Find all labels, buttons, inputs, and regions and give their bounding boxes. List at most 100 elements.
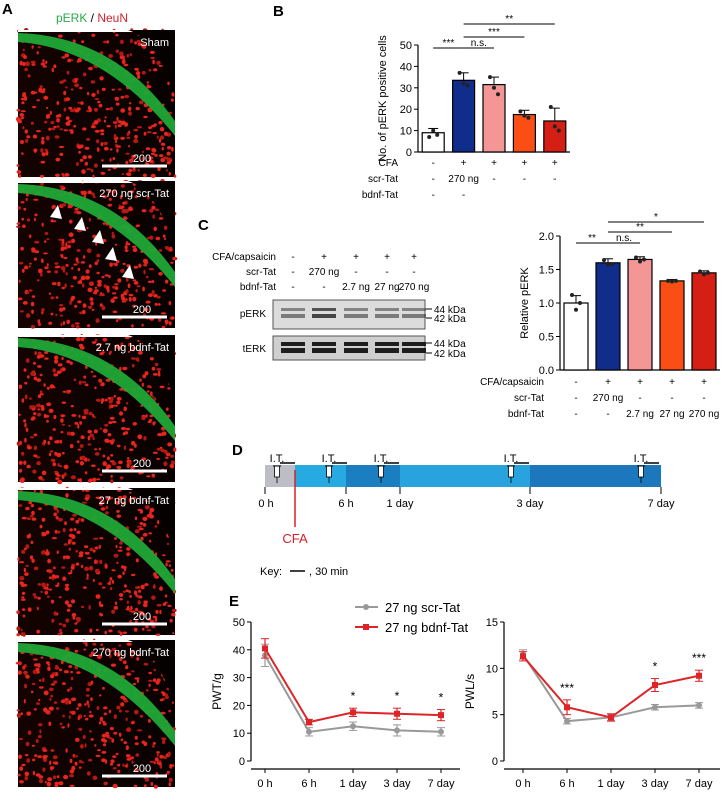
y-axis-label: PWL/s bbox=[463, 674, 477, 709]
data-point bbox=[394, 710, 400, 717]
y-tick-label: 20 bbox=[233, 700, 245, 712]
y-tick-label: 15 bbox=[486, 617, 498, 629]
neun-stain-label: NeuN bbox=[97, 11, 128, 25]
arrowhead-marker bbox=[74, 217, 86, 231]
data-point bbox=[438, 712, 444, 719]
blot-condition-cell: - bbox=[291, 282, 294, 293]
terk-band-44kda bbox=[281, 342, 305, 346]
bar bbox=[563, 302, 589, 371]
micrograph-2: 270 ng scr-Tat 200 bbox=[16, 178, 178, 329]
x-tick-label: 7 day bbox=[686, 778, 713, 790]
significance-label: n.s. bbox=[471, 38, 487, 49]
condition-row-label: bdnf-Tat bbox=[362, 190, 398, 201]
perk-band-42kda bbox=[344, 314, 368, 318]
syringe-icon bbox=[378, 465, 384, 478]
y-tick-label: 40 bbox=[400, 61, 412, 73]
blot-condition-cell: 27 ng bbox=[374, 282, 399, 293]
data-point bbox=[706, 270, 710, 275]
blot-condition-cell: 270 ng bbox=[399, 282, 430, 293]
it-injection-marker: I.T. bbox=[322, 453, 347, 483]
x-tick-label: 7 day bbox=[428, 778, 455, 790]
bar bbox=[659, 280, 685, 371]
significance-label: * bbox=[351, 689, 356, 703]
perk-edge-band bbox=[18, 491, 175, 594]
panel-e: E 27 ng scr-Tat 27 ng bdnf-Tat 0 10 20 30 40… bbox=[210, 593, 720, 790]
condition-cell: - bbox=[432, 174, 435, 185]
legend-label-bdnf-tat: 27 ng bdnf-Tat bbox=[385, 620, 469, 635]
syringe-icon bbox=[274, 465, 280, 478]
micrograph-top-edge bbox=[18, 488, 175, 490]
blot-condition-label: scr-Tat bbox=[246, 267, 276, 278]
condition-row-label: scr-Tat bbox=[368, 174, 398, 185]
significance-label: ** bbox=[636, 222, 644, 233]
data-point bbox=[666, 278, 670, 283]
chart-b-condition-table: CFA - + + + + scr-Tat - 270 ng - - - bdnf-Tat - - bbox=[362, 158, 558, 201]
perk-band-44kda bbox=[281, 308, 305, 311]
panel-c-letter: C bbox=[198, 217, 209, 234]
data-point bbox=[306, 728, 312, 735]
data-point bbox=[602, 258, 606, 263]
terk-band-44kda bbox=[344, 342, 368, 346]
y-tick-label: 2.0 bbox=[539, 231, 554, 243]
x-tick-label: 3 day bbox=[642, 778, 669, 790]
scale-bar-label: 200 bbox=[133, 458, 151, 470]
significance-label: *** bbox=[443, 38, 455, 49]
micrograph-4: 27 ng bdnf-Tat 200 bbox=[16, 486, 177, 637]
condition-cell: + bbox=[552, 158, 558, 169]
blot-condition-cell: - bbox=[322, 282, 325, 293]
y-tick-label: 10 bbox=[486, 663, 498, 675]
bar bbox=[512, 113, 537, 153]
terk-band-44kda bbox=[312, 342, 336, 346]
data-point bbox=[492, 85, 496, 90]
y-axis-label: Relative pERK bbox=[519, 267, 531, 339]
perk-band-44kda bbox=[375, 308, 399, 311]
data-point bbox=[634, 255, 638, 260]
condition-cell: - bbox=[492, 174, 495, 185]
condition-cell: - bbox=[462, 190, 465, 201]
condition-cell: - bbox=[432, 158, 435, 169]
panel-b: B 0 10 20 30 40 50 No. of pERK positive cells *… bbox=[273, 3, 570, 201]
data-point bbox=[638, 259, 642, 264]
blot-band-label: pERK bbox=[240, 309, 266, 320]
micrograph-1: Sham 200 bbox=[16, 28, 177, 178]
arrowhead-marker bbox=[92, 230, 104, 244]
panel-e-letter: E bbox=[229, 593, 239, 610]
micrograph-top-edge bbox=[18, 335, 175, 337]
it-injection-marker: I.T. bbox=[270, 453, 295, 483]
scale-bar-label: 200 bbox=[133, 153, 151, 165]
data-point bbox=[552, 124, 557, 129]
it-injection-marker: I.T. bbox=[504, 453, 529, 483]
stain-separator: / bbox=[87, 11, 97, 25]
condition-cell: - bbox=[574, 393, 577, 404]
y-tick-label: 40 bbox=[233, 645, 245, 657]
blot-condition-cell: - bbox=[385, 267, 388, 278]
scale-bar-label: 200 bbox=[133, 304, 151, 316]
condition-cell: - bbox=[432, 190, 435, 201]
it-label: I.T. bbox=[322, 453, 337, 465]
timeline-segment bbox=[530, 465, 661, 487]
terk-band-44kda bbox=[375, 342, 399, 346]
y-tick-label: 10 bbox=[400, 126, 412, 138]
condition-cell: 27 ng bbox=[659, 409, 684, 420]
neun-cell-cluster bbox=[15, 638, 176, 789]
data-point bbox=[606, 262, 610, 267]
significance-label: * bbox=[653, 660, 658, 674]
blot-band-label: tERK bbox=[243, 344, 267, 355]
micrograph-label: 270 ng bdnf-Tat bbox=[93, 647, 169, 659]
condition-cell: + bbox=[669, 377, 675, 388]
data-point bbox=[674, 278, 678, 283]
series-line bbox=[522, 655, 700, 719]
bar bbox=[691, 272, 717, 371]
condition-row-label: bdnf-Tat bbox=[508, 409, 544, 420]
data-point bbox=[350, 709, 356, 716]
significance-label: *** bbox=[560, 681, 574, 695]
data-point bbox=[564, 718, 570, 725]
y-tick-label: 1.0 bbox=[539, 298, 554, 310]
it-label: I.T. bbox=[504, 453, 519, 465]
data-point bbox=[522, 113, 527, 118]
syringe-icon bbox=[326, 465, 332, 478]
perk-band-44kda bbox=[312, 308, 336, 311]
data-point bbox=[696, 702, 702, 709]
data-point bbox=[306, 719, 312, 726]
x-tick-label: 0 h bbox=[515, 778, 530, 790]
